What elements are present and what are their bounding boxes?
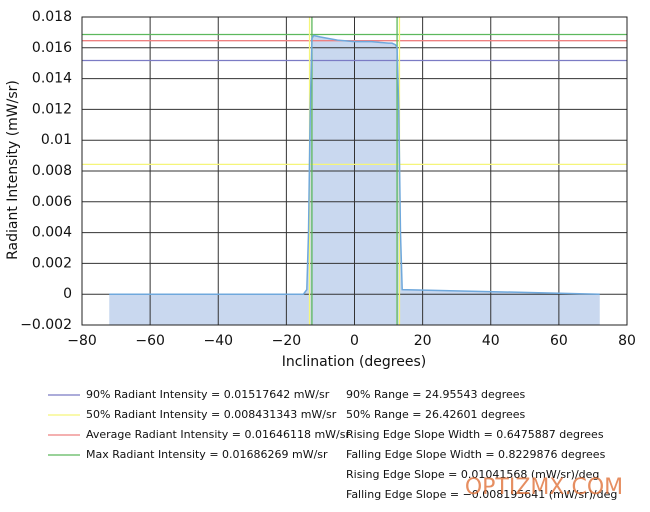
legend-label: Average Radiant Intensity = 0.01646118 m… bbox=[86, 428, 350, 441]
x-tick-label: 80 bbox=[618, 333, 636, 349]
x-tick-label: −20 bbox=[272, 333, 302, 349]
x-tick-label: 40 bbox=[482, 333, 500, 349]
plot-frame bbox=[81, 16, 628, 326]
legend-label: 90% Radiant Intensity = 0.01517642 mW/sr bbox=[86, 388, 330, 401]
x-tick-label: −40 bbox=[203, 333, 233, 349]
y-tick-label: 0.004 bbox=[32, 225, 72, 241]
legend-label: Max Radiant Intensity = 0.01686269 mW/sr bbox=[86, 448, 328, 461]
annotation: 50% Range = 26.42601 degrees bbox=[346, 408, 526, 421]
x-tick-label: 0 bbox=[350, 333, 359, 349]
y-tick-label: 0.016 bbox=[32, 40, 72, 56]
y-tick-label: 0.008 bbox=[32, 163, 72, 179]
y-tick-label: 0.014 bbox=[32, 71, 72, 87]
x-tick-label: −80 bbox=[67, 333, 97, 349]
y-tick-label: 0.006 bbox=[32, 194, 72, 210]
x-axis-label: Inclination (degrees) bbox=[282, 354, 426, 370]
y-tick-label: 0.002 bbox=[32, 255, 72, 271]
x-tick-label: 20 bbox=[414, 333, 432, 349]
y-tick-label: 0 bbox=[63, 286, 72, 302]
x-tick-label: 60 bbox=[550, 333, 568, 349]
y-axis-label: Radiant Intensity (mW/sr) bbox=[5, 80, 21, 260]
watermark: OPTIZMX.COM bbox=[465, 475, 623, 500]
annotation: Rising Edge Slope = 0.01041568 (mW/sr)/d… bbox=[346, 468, 599, 481]
x-tick-label: −60 bbox=[135, 333, 165, 349]
y-tick-label: 0.01 bbox=[41, 132, 72, 148]
y-tick-label: 0.018 bbox=[32, 9, 72, 25]
annotation: Falling Edge Slope = −0.008195641 (mW/sr… bbox=[346, 488, 617, 501]
annotation: 90% Range = 24.95543 degrees bbox=[346, 388, 526, 401]
annotation: Falling Edge Slope Width = 0.8229876 deg… bbox=[346, 448, 606, 461]
profile-line bbox=[109, 34, 600, 295]
legend-label: 50% Radiant Intensity = 0.008431343 mW/s… bbox=[86, 408, 337, 421]
annotation: Rising Edge Slope Width = 0.6475887 degr… bbox=[346, 428, 604, 441]
y-tick-label: 0.012 bbox=[32, 101, 72, 117]
y-tick-label: −0.002 bbox=[20, 317, 72, 333]
